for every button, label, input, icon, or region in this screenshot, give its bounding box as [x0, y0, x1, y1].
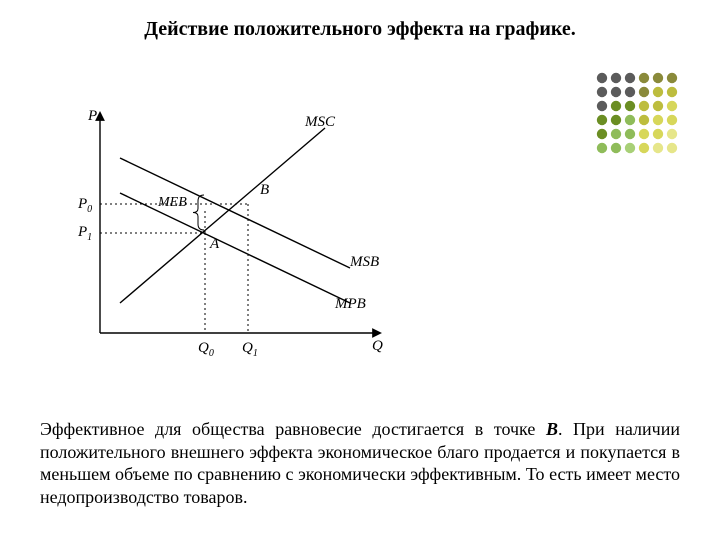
svg-text:MPB: MPB: [334, 296, 366, 312]
explanation-text: Эффективное для общества равновесие дост…: [40, 418, 680, 508]
chart-svg: MSC MSB MPB MEB A B P Q P0 P1 Q0 Q1: [50, 98, 410, 378]
svg-text:MEB: MEB: [157, 195, 187, 210]
para-bold: В: [546, 419, 558, 439]
svg-text:MSB: MSB: [349, 254, 379, 270]
svg-text:A: A: [209, 236, 220, 252]
svg-text:Q0: Q0: [198, 340, 214, 359]
svg-text:Q1: Q1: [242, 340, 258, 359]
svg-text:Q: Q: [372, 338, 383, 354]
svg-text:MSC: MSC: [304, 114, 336, 130]
svg-text:P0: P0: [77, 196, 92, 215]
decorative-dots: [592, 68, 692, 173]
svg-text:B: B: [260, 182, 269, 198]
page-title: Действие положительного эффекта на графи…: [0, 18, 720, 41]
para-pre: Эффективное для общества равновесие дост…: [40, 419, 546, 439]
svg-text:P: P: [87, 108, 97, 124]
svg-text:P1: P1: [77, 224, 92, 243]
externality-chart: MSC MSB MPB MEB A B P Q P0 P1 Q0 Q1: [50, 98, 410, 378]
